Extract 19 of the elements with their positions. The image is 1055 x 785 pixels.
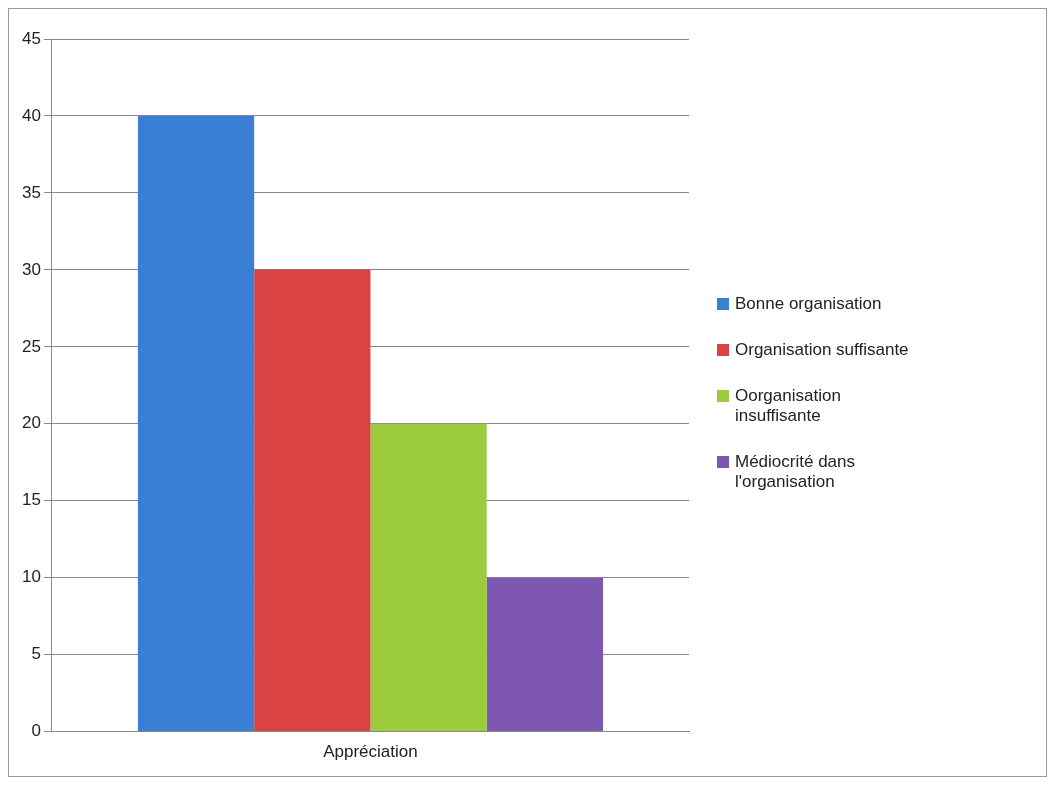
bar	[486, 577, 603, 732]
y-tick-label: 10	[21, 567, 41, 587]
bar	[254, 269, 371, 732]
y-tick-label: 35	[21, 182, 41, 202]
y-tick-label: 20	[21, 413, 41, 433]
y-tick-label: 5	[31, 644, 41, 664]
y-tick-label: 0	[31, 721, 41, 741]
bar	[137, 115, 255, 732]
legend-label: Bonne organisation	[735, 293, 882, 314]
y-tick-label: 15	[21, 490, 41, 510]
y-tick-label: 40	[21, 105, 41, 125]
x-tick-label: Appréciation	[323, 742, 418, 762]
y-tick-label: 45	[21, 28, 41, 48]
y-tick-label: 25	[21, 336, 41, 356]
legend-label: Oorganisation insuffisante	[735, 385, 842, 426]
bar	[370, 423, 487, 732]
legend-label: Organisation suffisante	[735, 339, 909, 360]
y-tick-label: 30	[21, 259, 41, 279]
legend-label: Médiocrité dans l'organisation	[735, 451, 856, 492]
